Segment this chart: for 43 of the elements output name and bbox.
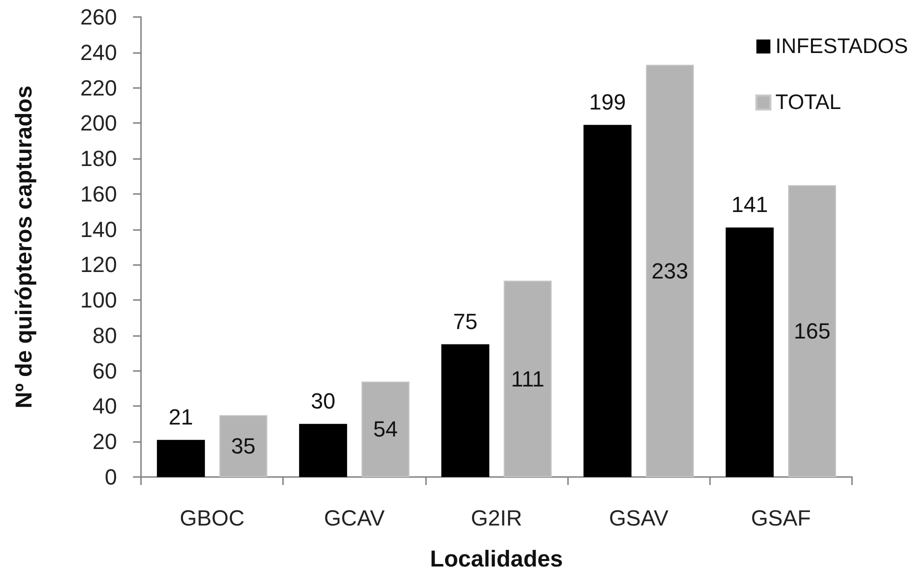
bar <box>646 64 694 477</box>
bar <box>726 228 774 477</box>
x-tick-label: GSAF <box>750 506 811 530</box>
y-tick-label: 40 <box>92 394 117 419</box>
y-tick-label: 220 <box>80 75 117 100</box>
x-tick-label: GSAV <box>608 506 669 530</box>
y-tick-label: 160 <box>80 181 117 206</box>
y-tick-label: 200 <box>80 110 117 136</box>
y-tick-label: 80 <box>92 322 117 348</box>
data-label: 75 <box>453 308 478 334</box>
y-axis-title: Nº de quirópteros capturados <box>10 86 36 408</box>
data-label: 199 <box>589 89 626 114</box>
data-label: 165 <box>794 318 830 344</box>
bar <box>504 280 552 477</box>
y-tick-label: 60 <box>92 358 117 384</box>
data-label: 35 <box>231 434 256 459</box>
y-tick-label: 0 <box>104 464 117 490</box>
bar <box>156 440 205 477</box>
data-label: 233 <box>652 258 688 284</box>
bar <box>788 185 836 477</box>
y-tick-label: 180 <box>80 146 117 172</box>
x-tick-label: G2IR <box>470 506 522 530</box>
y-tick-label: 120 <box>80 252 117 278</box>
y-tick-label: 240 <box>80 40 117 65</box>
data-label: 30 <box>310 388 336 414</box>
bar <box>584 124 632 477</box>
legend-label: INFESTADOS <box>775 35 908 58</box>
y-tick-label: 100 <box>80 288 117 313</box>
legend-label: TOTAL <box>775 91 842 114</box>
bar <box>299 424 348 477</box>
data-label: 111 <box>510 366 544 392</box>
x-axis-title: Localidades <box>430 546 563 572</box>
y-tick-label: 20 <box>92 429 117 454</box>
data-label: 21 <box>168 404 194 430</box>
data-label: 141 <box>731 192 768 218</box>
x-tick-label: GCAV <box>324 506 385 530</box>
bar <box>219 415 268 477</box>
data-label: 54 <box>373 416 398 442</box>
bar <box>441 344 490 477</box>
x-tick-label: GBOC <box>180 506 245 530</box>
y-tick-label: 140 <box>80 216 117 242</box>
bar <box>362 381 410 477</box>
y-tick-label: 260 <box>80 4 117 30</box>
